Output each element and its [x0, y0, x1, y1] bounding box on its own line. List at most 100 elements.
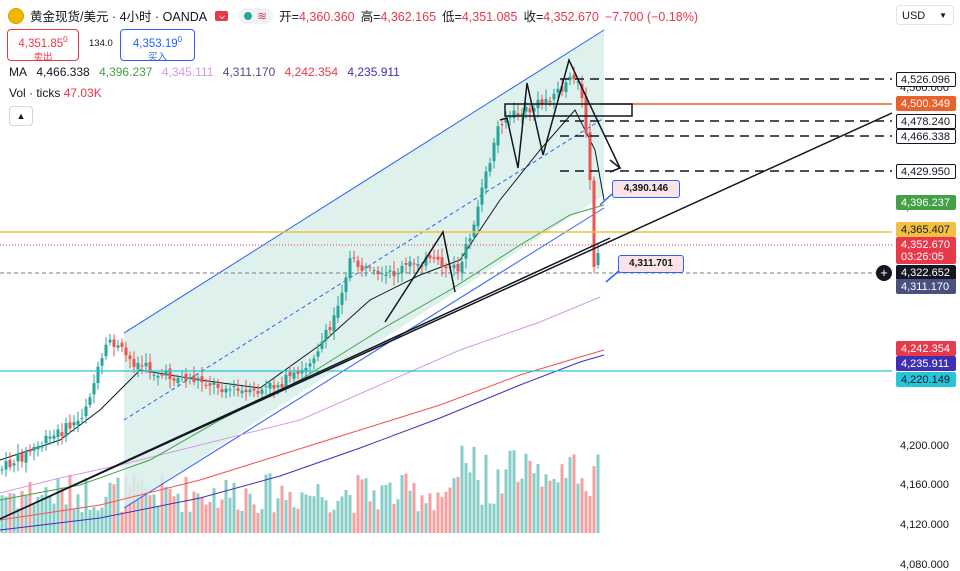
volume-bar — [464, 463, 468, 533]
candle-body — [176, 378, 180, 384]
candle — [556, 81, 560, 100]
open-value: 4,360.360 — [298, 10, 355, 24]
trendline-lower — [0, 237, 611, 520]
volume-bar — [100, 507, 104, 533]
candle — [112, 334, 116, 357]
candle — [152, 371, 156, 381]
candle-body — [476, 206, 480, 227]
volume-bar — [260, 509, 264, 533]
volume-bar — [432, 510, 436, 533]
candle-body — [20, 453, 24, 462]
ma-label: MA — [9, 65, 27, 79]
symbol-title[interactable]: 黄金现货/美元 · 4小时 · OANDA — [30, 10, 208, 24]
volume-bar — [344, 490, 348, 533]
candle-body — [172, 378, 176, 381]
moving-averages — [0, 109, 605, 531]
candle-body — [116, 345, 120, 348]
candle-body — [308, 363, 312, 367]
volume-legend[interactable]: Vol · ticks 47.03K — [9, 86, 102, 100]
volume-bar — [596, 454, 600, 533]
volume-bar — [252, 504, 256, 533]
candle — [128, 351, 132, 369]
volume-bar — [476, 479, 480, 533]
candle-body — [428, 255, 432, 259]
price-chart[interactable] — [0, 0, 960, 533]
gold-coin-icon — [8, 7, 24, 24]
volume-bar — [512, 450, 516, 533]
volume-bar — [516, 481, 520, 533]
volume-bar — [572, 454, 576, 533]
volume-bar — [452, 478, 456, 533]
add-crosshair-icon[interactable]: + — [876, 265, 892, 281]
price-label: 4,365.407 — [896, 222, 956, 237]
volume-bar — [116, 477, 120, 533]
candle-body — [464, 244, 468, 259]
volume-bar — [576, 483, 580, 533]
candle-body — [416, 263, 420, 266]
candle-body — [552, 93, 556, 100]
volume-bar — [308, 495, 312, 533]
candle — [328, 321, 332, 337]
candle-body — [132, 359, 136, 367]
candle — [96, 361, 100, 390]
candle-body — [24, 451, 28, 463]
currency-select[interactable]: USD ▼ — [896, 5, 954, 25]
pattern-zigzag-2 — [499, 57, 621, 169]
candle-body — [204, 384, 208, 386]
chevron-up-icon[interactable]: ▲ — [9, 106, 33, 126]
candle — [76, 411, 80, 433]
ohlc-readout: 开=4,360.360 高=4,362.165 低=4,351.085 收=4,352… — [279, 10, 698, 24]
candle-body — [592, 180, 596, 267]
flag-icon[interactable] — [215, 10, 229, 21]
candle-body — [248, 389, 252, 393]
chart-header: 黄金现货/美元 · 4小时 · OANDA ≋ 开=4,360.360 高=4,3… — [8, 6, 704, 25]
sell-button[interactable]: 4,351.850 卖出 — [7, 29, 79, 63]
volume-bar — [240, 510, 244, 533]
candle-body — [456, 263, 460, 272]
volume-bar — [544, 474, 548, 533]
volume-bar — [272, 512, 276, 533]
volume-bar — [368, 501, 372, 533]
candle-body — [444, 266, 448, 269]
volume-bar — [468, 472, 472, 533]
candle-body — [156, 375, 160, 378]
candle-body — [164, 370, 168, 376]
candle — [368, 264, 372, 272]
ma-legend[interactable]: MA 4,466.338 4,396.237 4,345.111 4,311.1… — [9, 65, 406, 79]
candle-body — [304, 368, 308, 373]
candle-body — [576, 81, 580, 83]
volume-bar — [420, 495, 424, 533]
ma-line-blue — [0, 354, 605, 531]
volume-bar — [256, 512, 260, 533]
candle-body — [144, 362, 148, 367]
market-status[interactable]: ≋ — [238, 7, 274, 24]
volume-bar — [60, 487, 64, 533]
candle-body — [16, 453, 20, 462]
candle-body — [504, 118, 508, 123]
volume-label: Vol · ticks — [9, 86, 61, 100]
buy-button[interactable]: 4,353.190 买入 — [120, 29, 195, 63]
candle-body — [68, 422, 72, 429]
candle-body — [56, 429, 60, 438]
candle — [508, 110, 512, 126]
candle — [124, 341, 128, 363]
candle-body — [436, 256, 440, 260]
volume-bar — [28, 482, 32, 533]
price-label: 4,429.950 — [896, 164, 956, 179]
volume-bar — [220, 499, 224, 533]
candle — [208, 376, 212, 396]
candle — [528, 104, 532, 122]
volume-bar — [96, 510, 100, 533]
candle-body — [160, 374, 164, 376]
volume-bar — [440, 496, 444, 533]
volume-bar — [8, 493, 12, 533]
volume-bar — [232, 482, 236, 533]
volume-bar — [136, 481, 140, 533]
candle — [400, 260, 404, 282]
ma-line-black — [0, 109, 605, 461]
volume-bar — [132, 474, 136, 533]
candle-body — [44, 435, 48, 444]
candle-body — [60, 432, 64, 437]
volume-bar — [472, 446, 476, 533]
ma-value-1: 4,466.338 — [36, 65, 90, 79]
